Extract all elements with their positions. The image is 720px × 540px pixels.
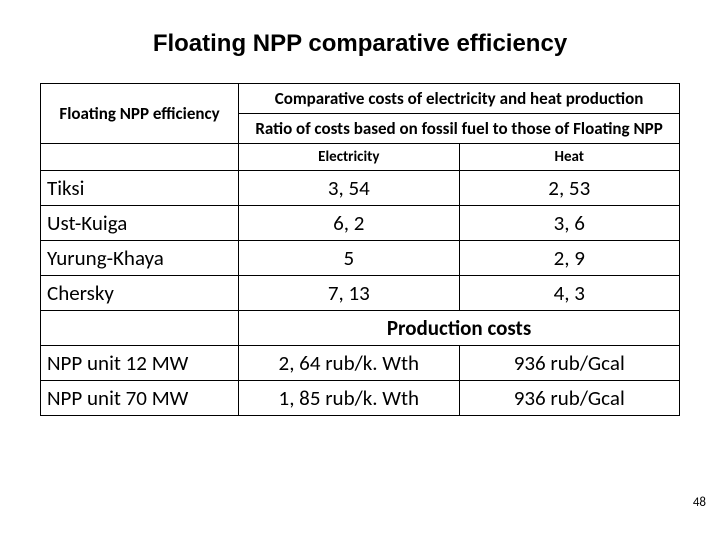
table-row: NPP unit 12 MW 2, 64 rub/k. Wth 936 rub/… [41, 346, 680, 381]
cell-elec: 5 [239, 241, 459, 276]
row-label: Ust-Kuiga [41, 206, 239, 241]
cell-elec: 6, 2 [239, 206, 459, 241]
header-sub: Ratio of costs based on fossil fuel to t… [239, 114, 680, 144]
row-label: Tiksi [41, 171, 239, 206]
table-row: Chersky 7, 13 4, 3 [41, 276, 680, 311]
cell-elec: 1, 85 rub/k. Wth [239, 381, 459, 416]
table-row: Ust-Kuiga 6, 2 3, 6 [41, 206, 680, 241]
header-main: Comparative costs of electricity and hea… [239, 84, 680, 114]
row-label: Chersky [41, 276, 239, 311]
cell-heat: 4, 3 [459, 276, 679, 311]
slide: Floating NPP comparative efficiency Floa… [0, 0, 720, 540]
table-row: Tiksi 3, 54 2, 53 [41, 171, 680, 206]
col-heat: Heat [459, 144, 679, 171]
cell-heat: 936 rub/Gcal [459, 346, 679, 381]
slide-title: Floating NPP comparative efficiency [40, 30, 680, 58]
header-row-1: Floating NPP efficiency Comparative cost… [41, 84, 680, 114]
empty-cell [41, 311, 239, 346]
row-label: NPP unit 12 MW [41, 346, 239, 381]
page-number: 48 [693, 495, 706, 510]
row-label: NPP unit 70 MW [41, 381, 239, 416]
section-row: Production costs [41, 311, 680, 346]
col-electricity: Electricity [239, 144, 459, 171]
table-row: NPP unit 70 MW 1, 85 rub/k. Wth 936 rub/… [41, 381, 680, 416]
cell-heat: 2, 53 [459, 171, 679, 206]
efficiency-table: Floating NPP efficiency Comparative cost… [40, 83, 680, 416]
cell-elec: 7, 13 [239, 276, 459, 311]
cell-heat: 3, 6 [459, 206, 679, 241]
row-header-left: Floating NPP efficiency [41, 84, 239, 144]
cell-elec: 2, 64 rub/k. Wth [239, 346, 459, 381]
table-row: Yurung-Khaya 5 2, 9 [41, 241, 680, 276]
empty-cell [41, 144, 239, 171]
cell-elec: 3, 54 [239, 171, 459, 206]
cell-heat: 936 rub/Gcal [459, 381, 679, 416]
row-label: Yurung-Khaya [41, 241, 239, 276]
cell-heat: 2, 9 [459, 241, 679, 276]
header-row-3: Electricity Heat [41, 144, 680, 171]
section-label: Production costs [239, 311, 680, 346]
